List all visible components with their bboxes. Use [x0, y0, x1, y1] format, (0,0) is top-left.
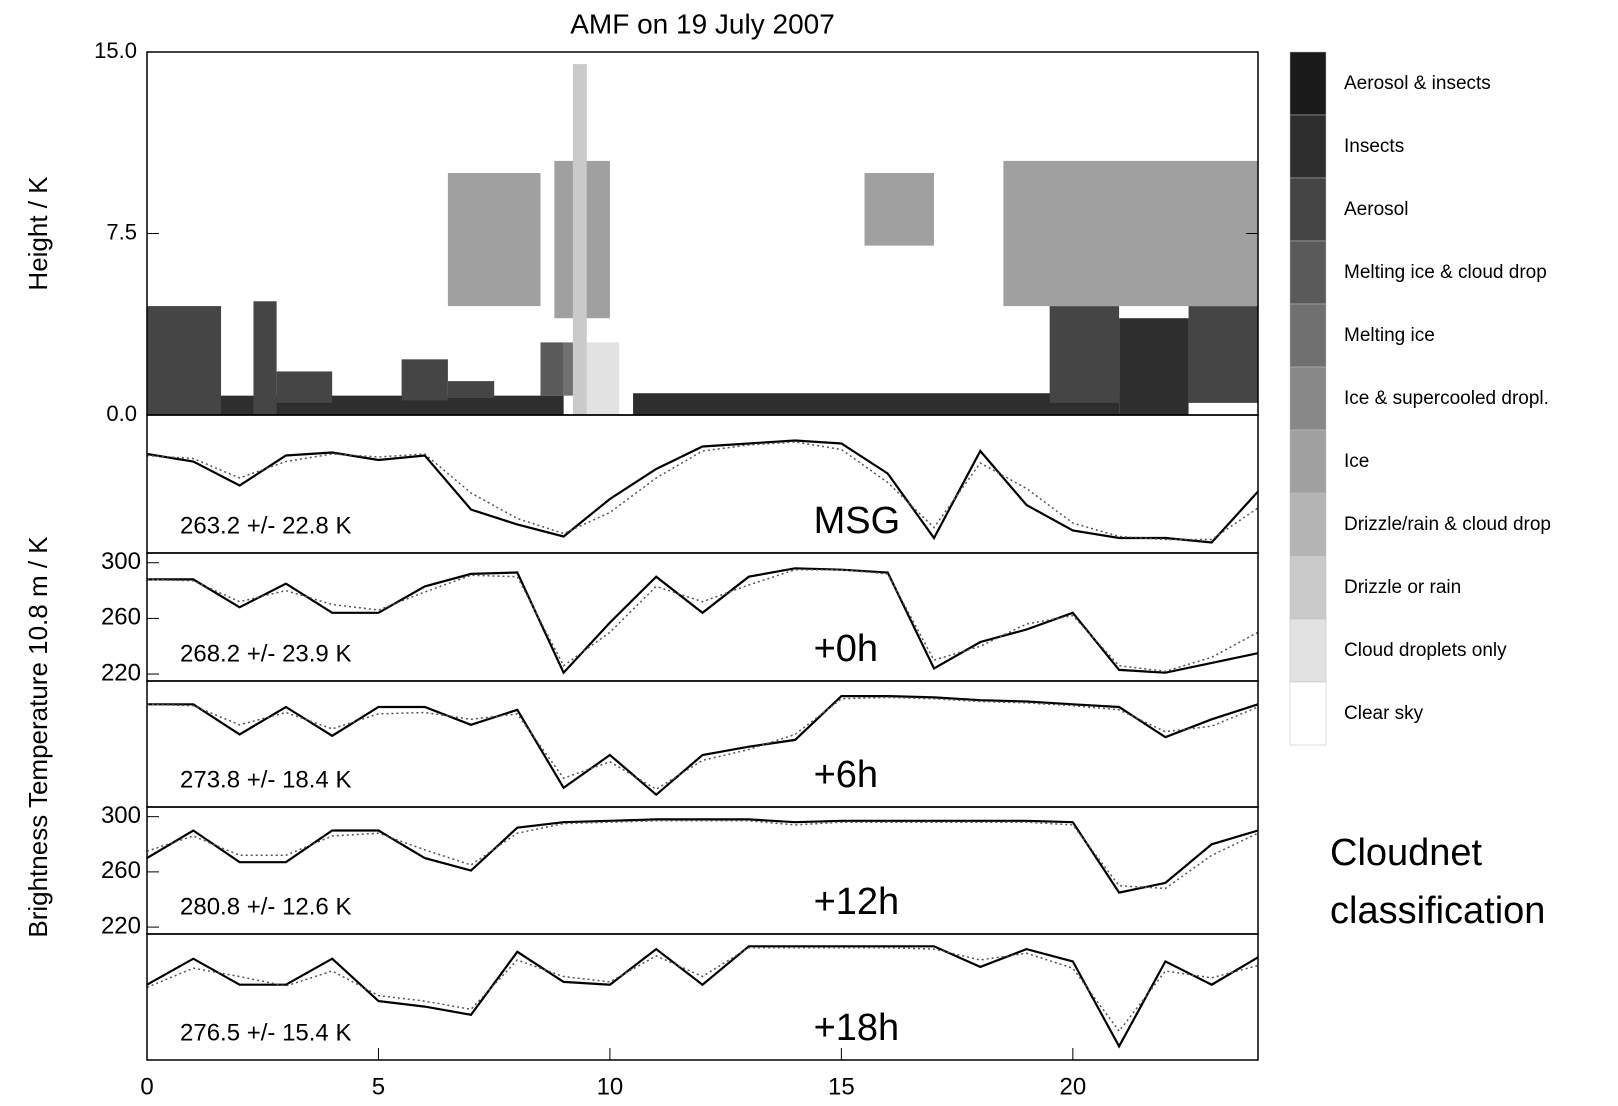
- y-tick-label: 300: [101, 802, 141, 829]
- class-region: [1189, 306, 1258, 403]
- legend-label: Aerosol & insects: [1344, 73, 1491, 94]
- x-tick-label: 10: [597, 1073, 624, 1100]
- y-tick-label: 300: [101, 548, 141, 575]
- class-region: [448, 381, 494, 398]
- chart: AMF on 19 July 2007 Height / K Aerosol & i…: [0, 0, 1618, 1106]
- x-tick-label: 20: [1059, 1073, 1086, 1100]
- y-tick-label: 220: [101, 912, 141, 939]
- x-tick-label: 0: [140, 1073, 153, 1100]
- annotation: classification: [1330, 890, 1545, 932]
- forecast-stat: 276.5 +/- 15.4 K: [180, 1019, 351, 1046]
- y-tick-label: 220: [101, 659, 141, 686]
- legend-swatch: [1290, 619, 1326, 682]
- legend-label: Melting ice & cloud drop: [1344, 262, 1547, 283]
- legend-label: Ice & supercooled dropl.: [1344, 388, 1549, 409]
- forecast-stat: 280.8 +/- 12.6 K: [180, 893, 351, 920]
- class-region: [402, 359, 448, 400]
- class-region: [865, 173, 934, 246]
- legend-swatch: [1290, 178, 1326, 241]
- legend-swatch: [1290, 304, 1326, 367]
- class-region: [1119, 318, 1188, 415]
- class-region: [1003, 161, 1258, 306]
- y-axis-label: Brightness Temperature 10.8 m / K: [23, 536, 53, 938]
- class-region: [448, 173, 541, 306]
- y-tick-label: 260: [101, 604, 141, 631]
- y-axis-label: Height / K: [23, 176, 53, 291]
- legend-label: Drizzle/rain & cloud drop: [1344, 514, 1551, 535]
- panel-label: MSG: [814, 500, 901, 542]
- legend-label: Drizzle or rain: [1344, 577, 1461, 598]
- y-tick-label: 15.0: [94, 38, 137, 63]
- panel-label: +18h: [814, 1007, 900, 1049]
- panel-label: +0h: [814, 628, 878, 670]
- legend-swatch: [1290, 556, 1326, 619]
- x-tick-label: 15: [828, 1073, 855, 1100]
- annotation: Cloudnet: [1330, 832, 1483, 874]
- chart-title: AMF on 19 July 2007: [570, 8, 835, 39]
- class-region: [277, 371, 333, 402]
- legend-label: Cloud droplets only: [1344, 640, 1507, 661]
- class-region: [633, 393, 1119, 415]
- forecast-stat: 273.8 +/- 18.4 K: [180, 766, 351, 793]
- forecast-stat: 263.2 +/- 22.8 K: [180, 512, 351, 539]
- x-tick-label: 5: [372, 1073, 385, 1100]
- legend-label: Melting ice: [1344, 325, 1435, 346]
- legend-swatch: [1290, 52, 1326, 115]
- legend-label: Ice: [1344, 451, 1369, 472]
- legend-label: Clear sky: [1344, 703, 1424, 724]
- series-line: [147, 819, 1258, 892]
- y-tick-label: 7.5: [106, 219, 137, 244]
- legend-label: Insects: [1344, 136, 1404, 157]
- class-region: [253, 301, 276, 415]
- forecast-stat: 268.2 +/- 23.9 K: [180, 640, 351, 667]
- panel-label: +12h: [814, 881, 900, 923]
- panel-label: +6h: [814, 754, 878, 796]
- legend-swatch: [1290, 682, 1326, 745]
- legend-swatch: [1290, 430, 1326, 493]
- class-region: [1050, 306, 1119, 403]
- class-region: [587, 342, 619, 415]
- series-line: [147, 821, 1258, 889]
- legend-swatch: [1290, 367, 1326, 430]
- class-region: [540, 342, 563, 395]
- legend-label: Aerosol: [1344, 199, 1408, 220]
- legend-swatch: [1290, 493, 1326, 556]
- legend-swatch: [1290, 115, 1326, 178]
- class-region: [147, 306, 221, 415]
- y-tick-label: 260: [101, 857, 141, 884]
- legend-swatch: [1290, 241, 1326, 304]
- y-tick-label: 0.0: [106, 401, 137, 426]
- class-region: [573, 64, 587, 415]
